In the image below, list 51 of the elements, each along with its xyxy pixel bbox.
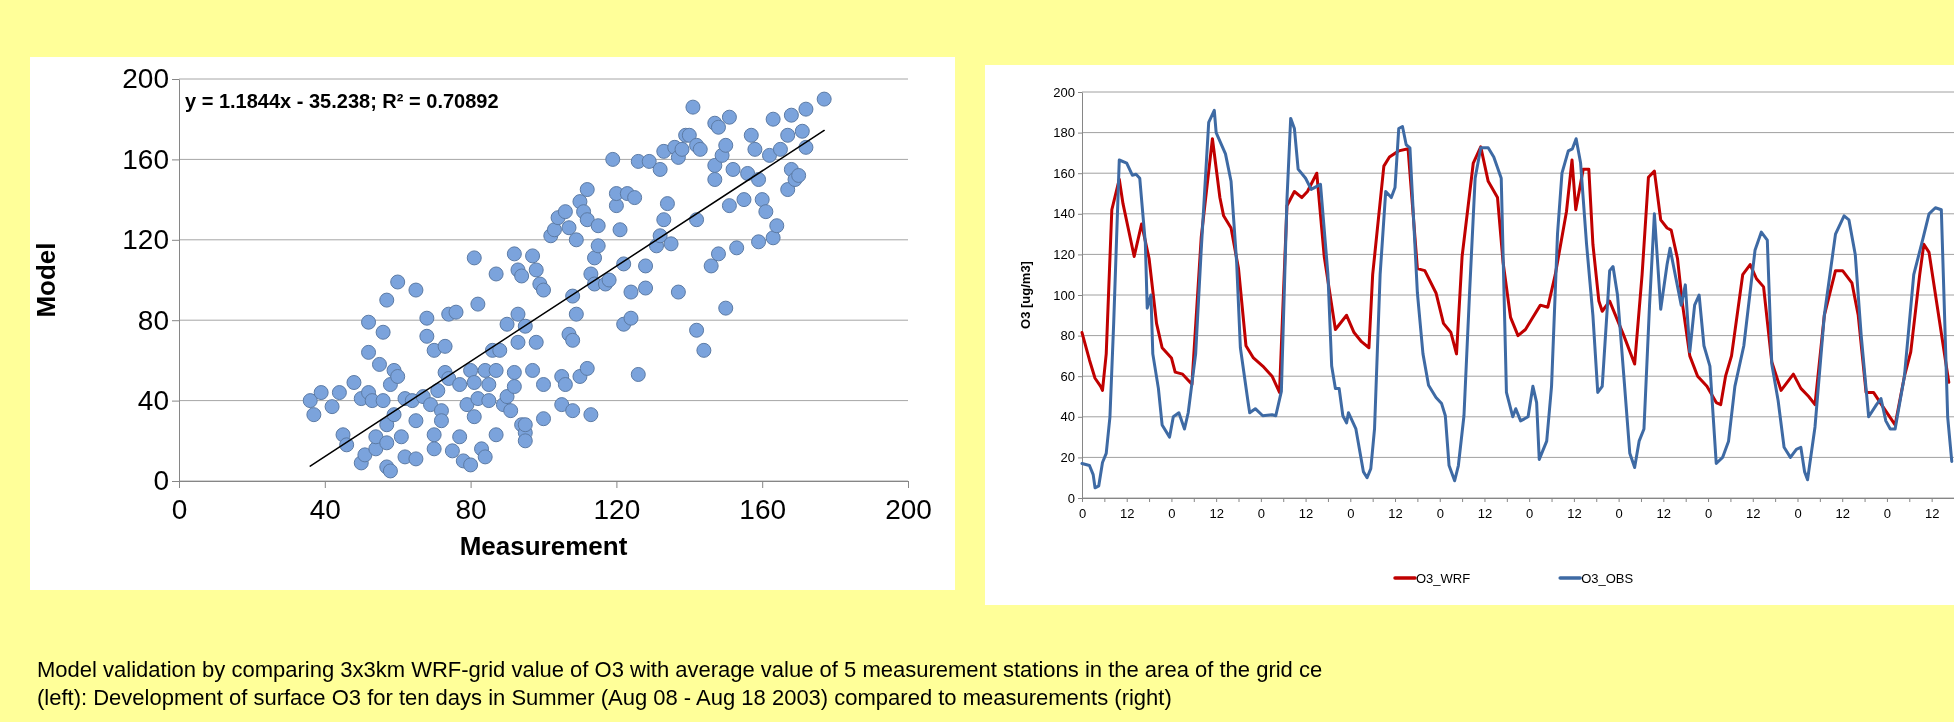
y-tick-label: 40 bbox=[137, 385, 169, 417]
x-tick-label: 0 bbox=[1704, 506, 1713, 521]
x-tick-label: 40 bbox=[309, 494, 341, 525]
x-tick-label: 12 bbox=[1298, 506, 1314, 521]
x-tick-label: 12 bbox=[1209, 506, 1224, 521]
legend-label: O3_WRF bbox=[1416, 571, 1471, 586]
y-tick-label: 0 bbox=[153, 465, 169, 497]
y-tick-label: 20 bbox=[1060, 450, 1075, 466]
y-tick-label: 120 bbox=[122, 224, 169, 256]
y-tick-label: 200 bbox=[122, 63, 169, 95]
x-tick-label: 0 bbox=[1526, 506, 1534, 521]
y-axis-title: O3 [ug/m3] bbox=[1018, 261, 1033, 329]
y-tick-label: 100 bbox=[1053, 287, 1075, 303]
x-tick-label: 0 bbox=[1883, 506, 1892, 521]
x-tick-label: 12 bbox=[1924, 506, 1940, 521]
x-tick-label: 12 bbox=[1567, 506, 1582, 521]
x-tick-label: 12 bbox=[1746, 506, 1761, 521]
x-tick-label: 12 bbox=[1388, 506, 1403, 521]
x-tick-label: 12 bbox=[1119, 506, 1135, 521]
y-tick-label: 80 bbox=[1060, 328, 1075, 344]
y-tick-label: 80 bbox=[137, 304, 169, 336]
x-tick-label: 0 bbox=[1794, 506, 1802, 521]
x-tick-label: 0 bbox=[1257, 506, 1265, 521]
y-tick-label: 200 bbox=[1053, 84, 1075, 100]
line-series bbox=[1080, 108, 1954, 490]
x-tick-label: 12 bbox=[1477, 506, 1493, 521]
x-tick-label: 120 bbox=[593, 494, 641, 525]
x-tick-label: 12 bbox=[1656, 506, 1672, 521]
y-tick-label: 180 bbox=[1053, 125, 1075, 141]
x-tick-label: 80 bbox=[455, 494, 487, 525]
x-tick-label: 12 bbox=[1835, 506, 1850, 521]
text: (left): Development of surface O3 for ten days in Summer (Aug 08 - Aug 18 2003) compared to measurements (right) bbox=[37, 685, 1172, 710]
y-tick-label: 160 bbox=[122, 143, 169, 175]
x-tick-label: 200 bbox=[885, 494, 932, 525]
y-tick-label: 40 bbox=[1060, 409, 1075, 425]
x-axis-title: Measurement bbox=[459, 531, 628, 561]
x-tick-label: 0 bbox=[1436, 506, 1444, 521]
x-tick-label: 0 bbox=[171, 494, 188, 525]
y-axis-title: Model bbox=[31, 242, 61, 318]
text: Model validation by comparing 3x3km WRF-grid value of O3 with average value of 5 measurement stations in the area of the grid ce bbox=[37, 657, 1323, 682]
legend-label: O3_OBS bbox=[1581, 571, 1634, 586]
y-tick-label: 60 bbox=[1060, 368, 1075, 384]
x-tick-label: 160 bbox=[739, 494, 787, 525]
x-tick-label: 0 bbox=[1168, 506, 1176, 521]
y-tick-label: 160 bbox=[1053, 165, 1075, 181]
x-tick-label: 0 bbox=[1615, 506, 1623, 521]
x-tick-label: 0 bbox=[1078, 506, 1087, 521]
y-tick-label: 120 bbox=[1053, 247, 1075, 263]
x-tick-label: 0 bbox=[1347, 506, 1355, 521]
y-tick-label: 140 bbox=[1053, 206, 1075, 222]
annotation: y = 1.1844x - 35.238; R² = 0.70892 bbox=[185, 90, 499, 112]
